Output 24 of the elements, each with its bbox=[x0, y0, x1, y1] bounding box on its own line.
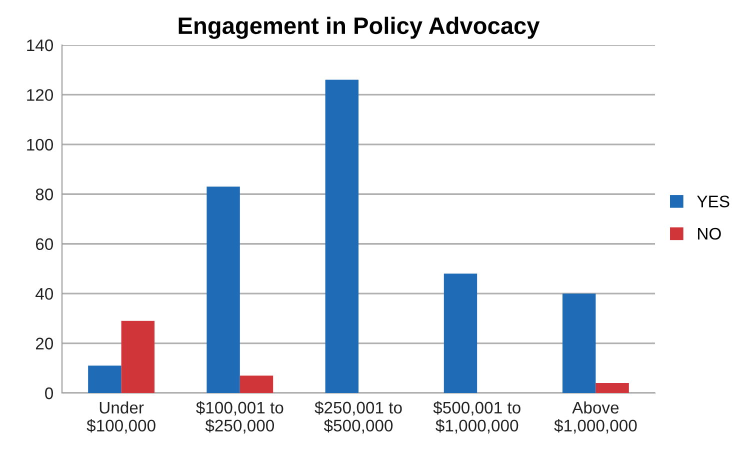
x-tick-label: Under $100,000 bbox=[86, 401, 156, 434]
y-tick-label: 120 bbox=[27, 89, 54, 101]
y-tick-label: 0 bbox=[45, 387, 54, 400]
x-tick-label: $250,001 to $500,000 bbox=[314, 401, 402, 434]
legend-label: NO bbox=[698, 228, 721, 240]
bar bbox=[88, 366, 122, 393]
bar bbox=[121, 320, 155, 393]
bar bbox=[206, 186, 240, 393]
x-tick-label: $500,001 to $1,000,000 bbox=[433, 401, 520, 434]
y-tick-label: 60 bbox=[36, 238, 54, 250]
y-tick-label: 20 bbox=[36, 338, 54, 350]
y-tick-label: 140 bbox=[27, 39, 54, 52]
bar bbox=[444, 274, 478, 393]
y-tick-label: 80 bbox=[36, 188, 54, 200]
x-tick-label: $100,001 to $250,000 bbox=[196, 401, 284, 434]
bar bbox=[596, 383, 629, 393]
bar bbox=[240, 376, 274, 393]
x-tick-label: Above $1,000,000 bbox=[554, 401, 637, 434]
bar bbox=[325, 80, 358, 393]
chart-title: Engagement in Policy Advocacy bbox=[178, 16, 540, 39]
y-tick-label: 40 bbox=[36, 288, 54, 300]
y-tick-label: 100 bbox=[27, 138, 54, 151]
legend-label: YES bbox=[697, 196, 730, 208]
bar bbox=[562, 294, 596, 393]
